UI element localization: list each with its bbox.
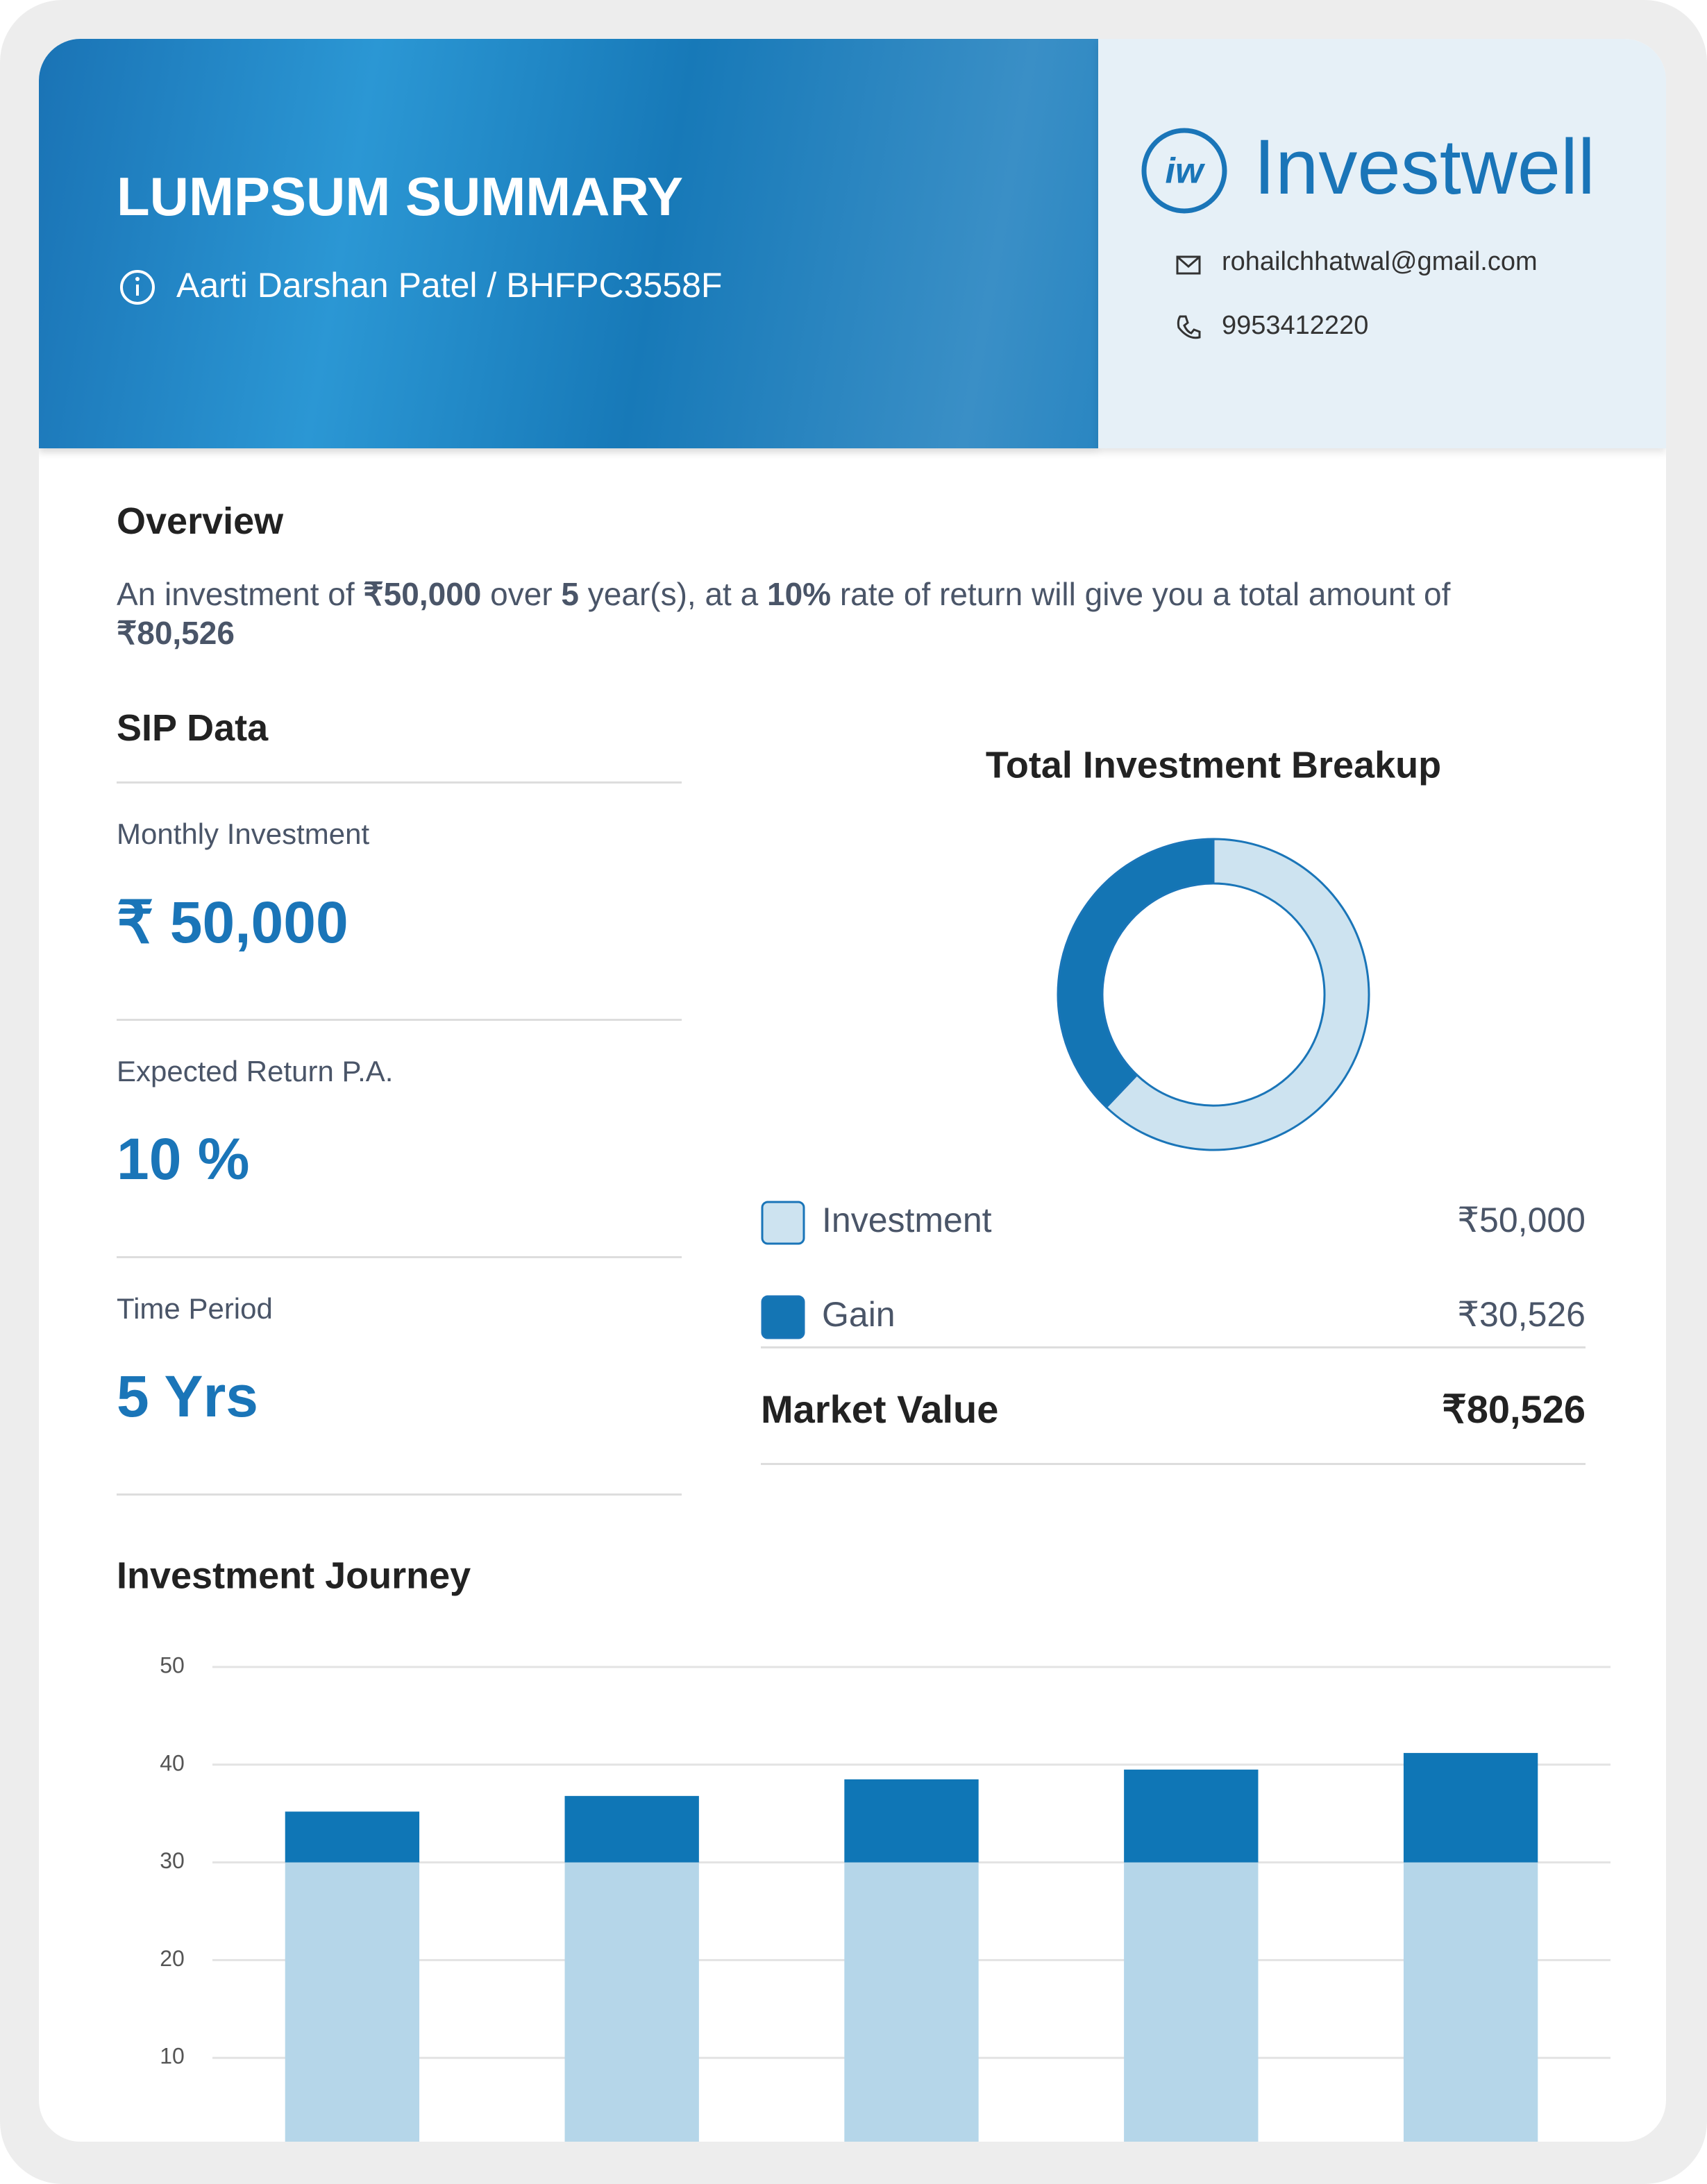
sip-value: ₹ 50,000	[117, 890, 348, 955]
overview-phrase: over	[481, 576, 562, 612]
overview-figure: ₹80,526	[117, 615, 235, 651]
breakup-chart: Total Investment Breakup Investment ₹50,00…	[761, 744, 1586, 1339]
brand-name: Investwell	[1254, 124, 1595, 210]
bar-segment	[285, 1811, 420, 1863]
info-icon	[120, 270, 155, 305]
y-tick-label: 10	[160, 2044, 185, 2069]
bar-segment	[844, 1862, 979, 2142]
divider	[117, 1256, 682, 1258]
legend-label: Investment	[822, 1201, 992, 1239]
sip-value: 5 Yrs	[117, 1364, 258, 1429]
report-card: LUMPSUM SUMMARY Aarti Darshan Patel / BH…	[39, 39, 1666, 2142]
divider	[761, 1463, 1586, 1465]
header-banner: LUMPSUM SUMMARY Aarti Darshan Patel / BH…	[39, 39, 1098, 448]
market-value: ₹80,526	[1442, 1387, 1586, 1431]
bar-segment	[1124, 1769, 1259, 1863]
y-tick-label: 20	[160, 1946, 185, 1971]
y-tick-label: 40	[160, 1750, 185, 1775]
phone-icon	[1177, 315, 1201, 339]
donut-slice	[1057, 838, 1215, 1109]
divider	[761, 1346, 1586, 1348]
overview-figure: ₹50,000	[363, 576, 482, 612]
brand-phone: 9953412220	[1222, 311, 1369, 340]
chart-title: Investment Journey	[117, 1555, 471, 1596]
brand-logo: iw	[1141, 128, 1227, 214]
y-tick-label: 0	[166, 2141, 178, 2142]
brand-panel: iw Investwell rohailchhatwal@gmail.com 9…	[1098, 39, 1666, 448]
overview-figure: 10%	[766, 576, 832, 612]
overview-text: An investment of ₹50,000 over 5 year(s),…	[117, 575, 1498, 652]
legend-value: ₹30,526	[1457, 1295, 1586, 1334]
overview-phrase: An investment of	[117, 576, 364, 612]
sip-value: 10 %	[117, 1126, 250, 1192]
bar-segment	[564, 1862, 699, 2142]
overview-phrase: rate of return will give you a total amo…	[831, 576, 1460, 612]
bar-segment	[564, 1795, 699, 1863]
bar-segment	[285, 1862, 420, 2142]
mail-icon	[1176, 255, 1201, 275]
chart-title: Total Investment Breakup	[986, 744, 1441, 786]
y-tick-label: 30	[160, 1848, 185, 1873]
bar-segment	[1124, 1862, 1259, 2142]
overview-heading: Overview	[117, 500, 284, 542]
bar-segment	[844, 1779, 979, 1863]
svg-text:iw: iw	[1166, 151, 1206, 192]
bar-segment	[1403, 1862, 1538, 2142]
divider	[117, 1493, 682, 1496]
sip-label: Expected Return P.A.	[117, 1055, 394, 1087]
legend-swatch	[761, 1295, 805, 1339]
bar-segment	[1403, 1752, 1538, 1863]
legend-value: ₹50,000	[1457, 1201, 1586, 1239]
overview-phrase: year(s), at a	[579, 576, 767, 612]
overview-figure: 5	[561, 576, 580, 612]
journey-chart: Investment Journey 0 10 20 30 40 50	[117, 1555, 1611, 2142]
y-tick-label: 50	[160, 1652, 185, 1677]
sip-label: Time Period	[117, 1292, 273, 1325]
page-title: LUMPSUM SUMMARY	[117, 166, 684, 227]
sip-label: Monthly Investment	[117, 818, 370, 850]
sip-heading: SIP Data	[117, 707, 269, 749]
divider	[117, 781, 682, 784]
brand-email: rohailchhatwal@gmail.com	[1222, 247, 1538, 276]
legend-swatch	[761, 1201, 805, 1245]
divider	[117, 1019, 682, 1021]
donut-slice	[1104, 838, 1370, 1151]
market-value-label: Market Value	[761, 1387, 999, 1431]
legend-label: Gain	[822, 1295, 895, 1334]
client-name: Aarti Darshan Patel / BHFPC3558F	[176, 266, 723, 305]
